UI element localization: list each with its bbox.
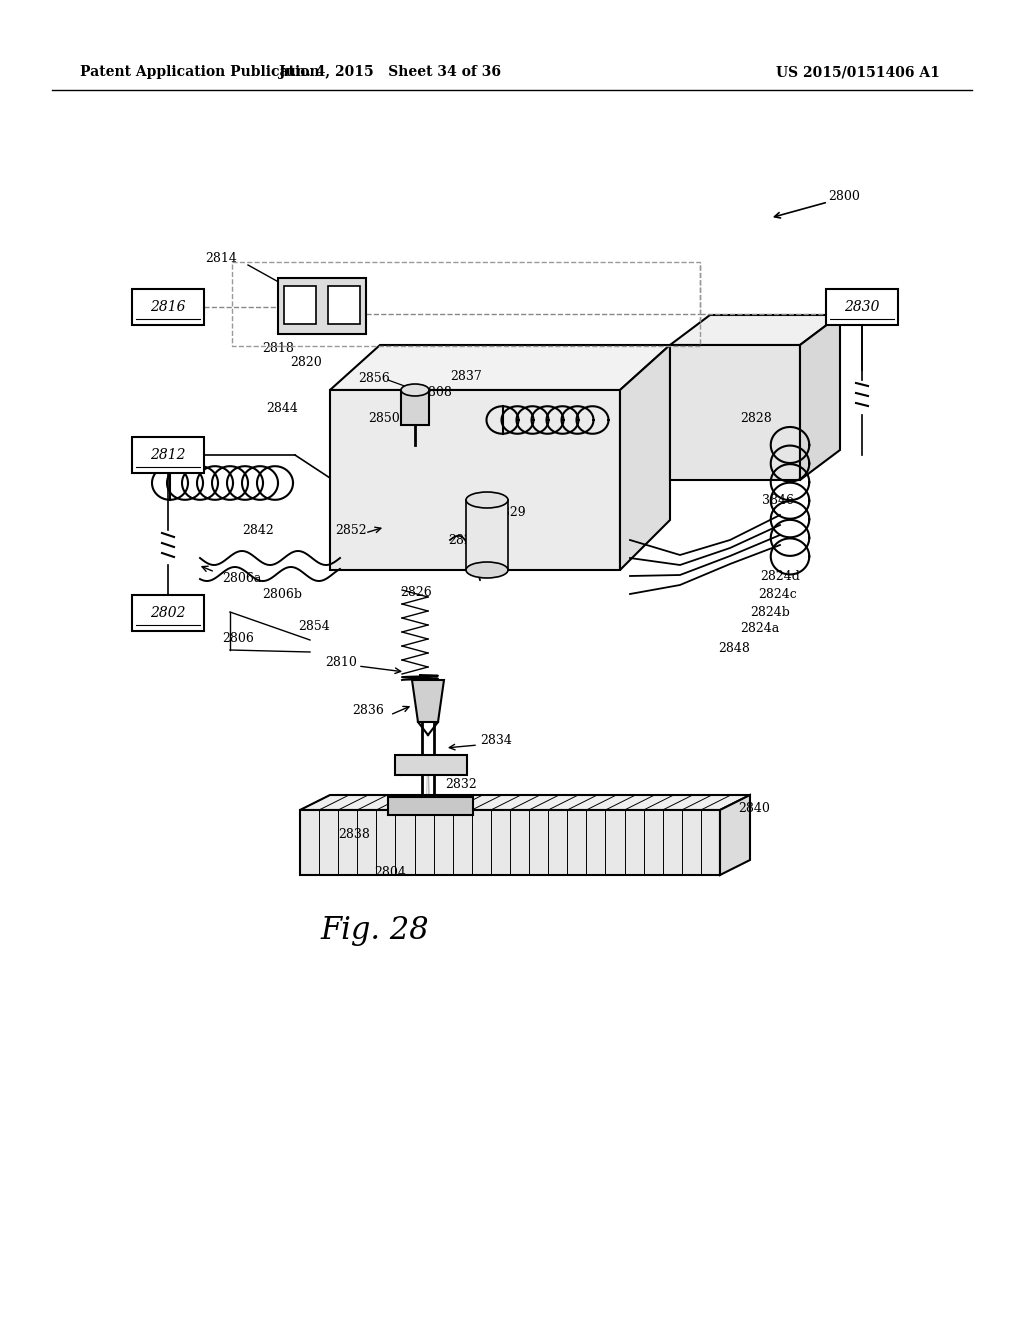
Polygon shape: [300, 810, 720, 875]
Text: 2852: 2852: [335, 524, 367, 536]
Text: 2820: 2820: [290, 356, 322, 370]
Polygon shape: [670, 315, 840, 345]
Text: Fig. 28: Fig. 28: [321, 915, 429, 945]
Polygon shape: [300, 795, 750, 810]
Text: 2848: 2848: [718, 642, 750, 655]
Text: 2804: 2804: [374, 866, 406, 879]
Text: 2829: 2829: [494, 507, 525, 520]
Text: 2814: 2814: [205, 252, 237, 264]
Polygon shape: [330, 389, 620, 570]
Text: 2850: 2850: [368, 412, 399, 425]
Bar: [278, 279, 366, 334]
Text: 2824a: 2824a: [740, 622, 779, 635]
Polygon shape: [720, 795, 750, 875]
Text: 2800: 2800: [828, 190, 860, 203]
Text: 2818: 2818: [262, 342, 294, 355]
Bar: [132, 289, 204, 325]
Bar: [826, 289, 898, 325]
Bar: [328, 286, 360, 323]
Text: 2856: 2856: [358, 371, 390, 384]
Polygon shape: [800, 315, 840, 480]
Text: 3846: 3846: [762, 494, 794, 507]
Bar: [284, 286, 316, 323]
Text: 2806: 2806: [222, 631, 254, 644]
Polygon shape: [330, 345, 670, 389]
Ellipse shape: [466, 562, 508, 578]
Text: 2822: 2822: [449, 533, 479, 546]
Text: 2834: 2834: [480, 734, 512, 747]
Text: Jun. 4, 2015   Sheet 34 of 36: Jun. 4, 2015 Sheet 34 of 36: [279, 65, 501, 79]
Bar: [395, 755, 467, 775]
Text: 2802: 2802: [151, 606, 185, 620]
Bar: [232, 261, 700, 346]
Text: 2836: 2836: [352, 704, 384, 717]
Ellipse shape: [401, 384, 429, 396]
Bar: [132, 595, 204, 631]
Text: 2838: 2838: [338, 829, 370, 842]
Polygon shape: [620, 345, 670, 570]
Text: 2810: 2810: [325, 656, 357, 668]
Bar: [388, 797, 473, 814]
Text: 2826: 2826: [400, 586, 432, 599]
Ellipse shape: [466, 492, 508, 508]
Text: 2832: 2832: [445, 779, 477, 792]
Text: 2824b: 2824b: [750, 606, 790, 619]
Text: 2812: 2812: [151, 447, 185, 462]
Text: 2854: 2854: [298, 620, 330, 634]
Bar: [132, 437, 204, 473]
Bar: [401, 389, 429, 425]
Text: 2840: 2840: [738, 801, 770, 814]
Text: Patent Application Publication: Patent Application Publication: [80, 65, 319, 79]
Text: US 2015/0151406 A1: US 2015/0151406 A1: [776, 65, 940, 79]
Text: 2828: 2828: [740, 412, 772, 425]
Text: 2824c: 2824c: [758, 587, 797, 601]
Text: 2806a: 2806a: [222, 572, 261, 585]
Text: 2837: 2837: [450, 370, 481, 383]
Text: 2816: 2816: [151, 300, 185, 314]
Polygon shape: [412, 680, 444, 722]
Text: 2830: 2830: [844, 300, 880, 314]
Text: 2806b: 2806b: [262, 587, 302, 601]
Polygon shape: [670, 345, 800, 480]
Text: 2844: 2844: [266, 401, 298, 414]
Text: 2808: 2808: [420, 385, 452, 399]
Bar: [466, 500, 508, 570]
Text: 2842: 2842: [242, 524, 273, 536]
Text: 2824d: 2824d: [760, 570, 800, 583]
